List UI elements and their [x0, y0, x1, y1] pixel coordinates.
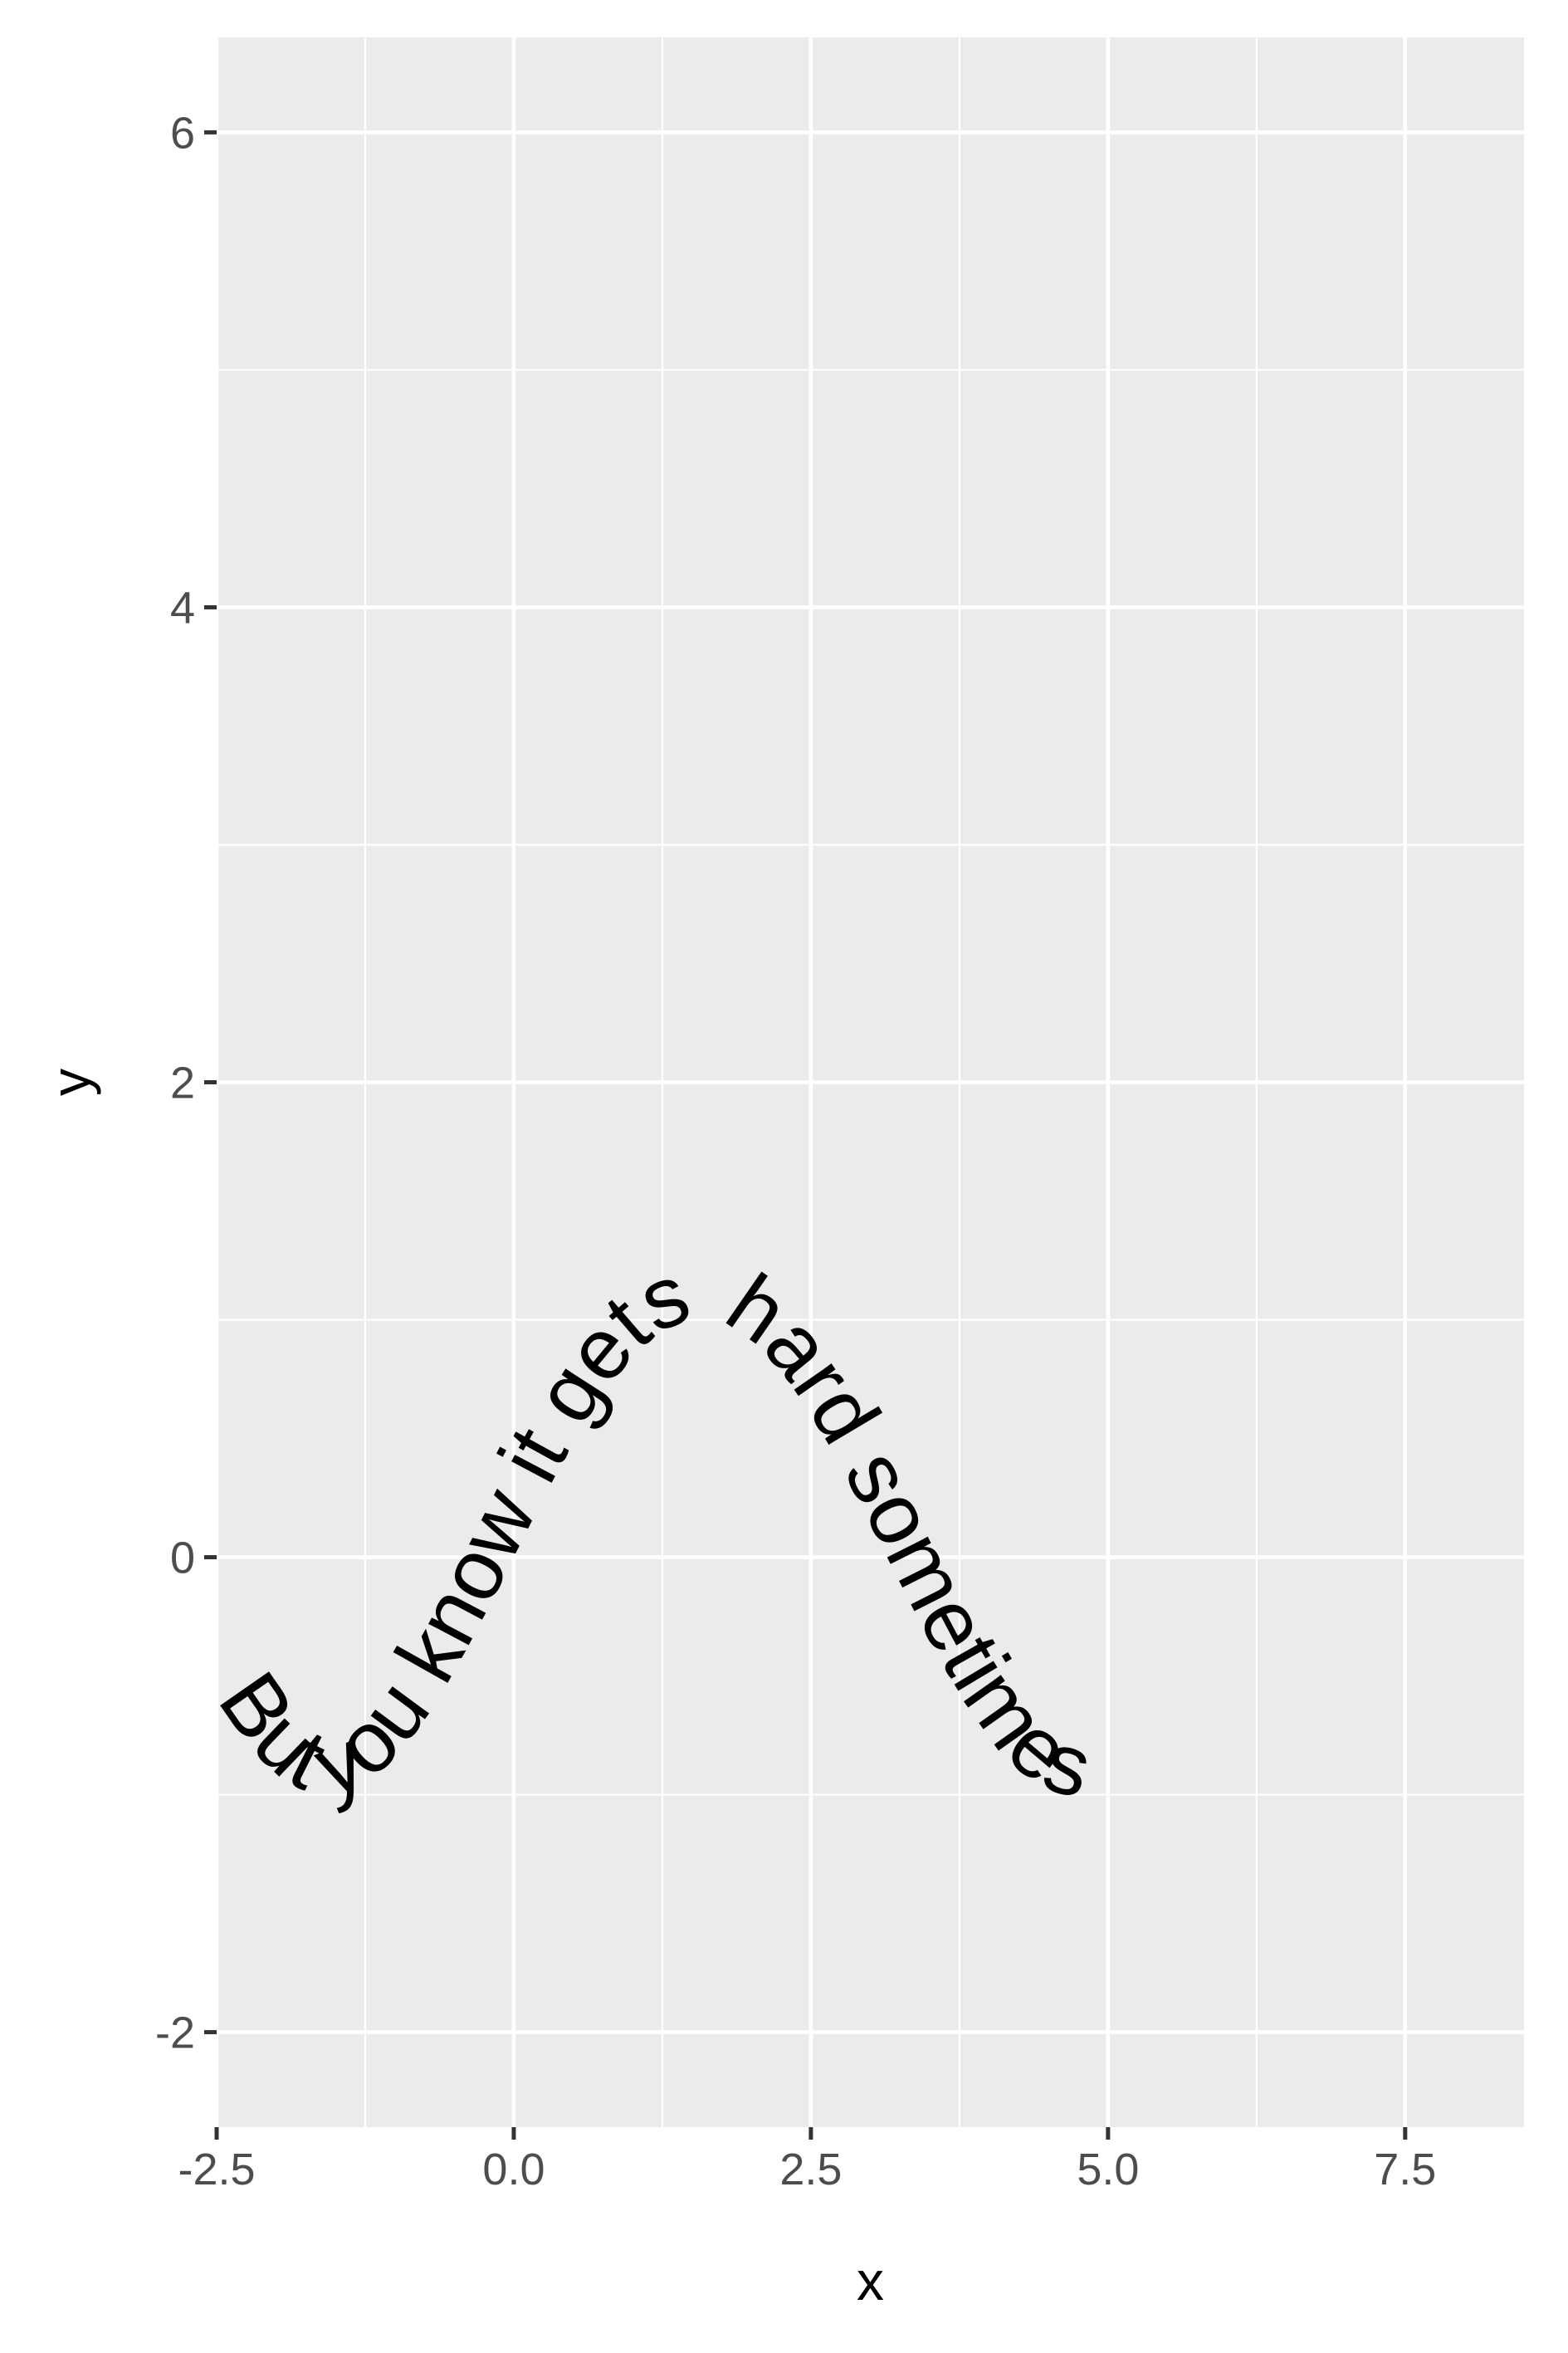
y-axis-title: y: [40, 1069, 101, 1096]
major-gridlines: [214, 37, 1524, 2127]
x-tick-label: 7.5: [1374, 2145, 1436, 2194]
y-tick-label: 4: [170, 583, 195, 633]
x-axis-title: x: [857, 2250, 884, 2311]
y-tick-label: 0: [170, 1534, 195, 1583]
y-axis: -2 0 2 4 6: [155, 108, 217, 2058]
y-tick-label: -2: [155, 2008, 195, 2058]
x-tick-label: 5.0: [1077, 2145, 1139, 2194]
x-tick-label: 0.0: [482, 2145, 545, 2194]
y-tick-label: 6: [170, 108, 195, 158]
y-tick-label: 2: [170, 1059, 195, 1108]
x-axis: -2.5 0.0 2.5 5.0 7.5: [178, 2127, 1436, 2194]
x-tick-label: -2.5: [178, 2145, 255, 2194]
x-tick-label: 2.5: [779, 2145, 842, 2194]
